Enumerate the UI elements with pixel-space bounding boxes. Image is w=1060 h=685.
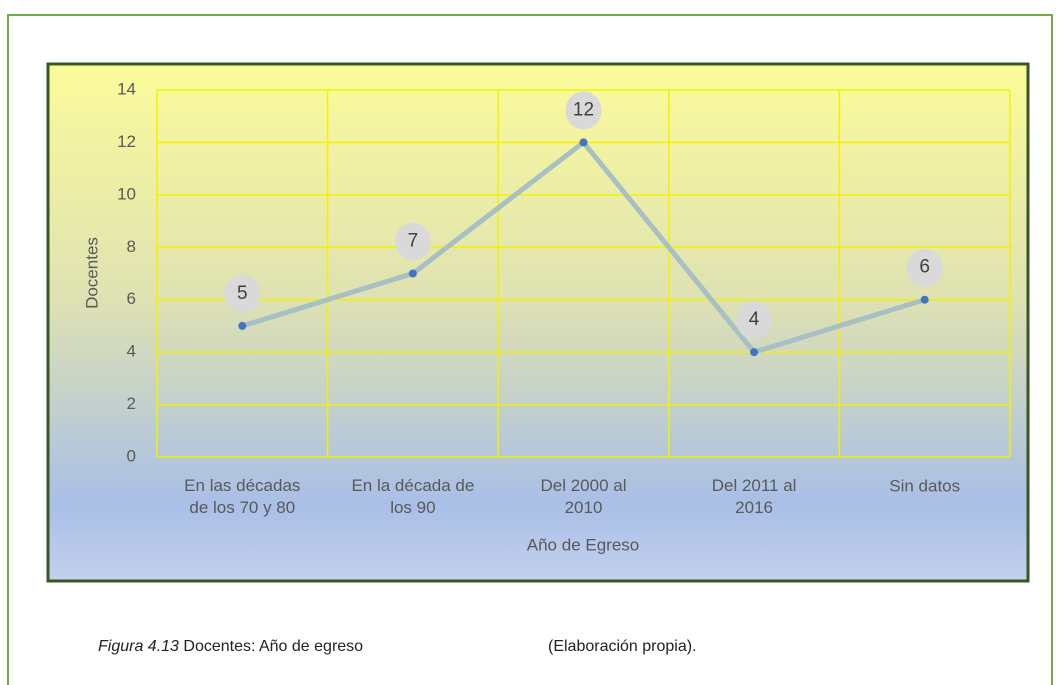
- data-label: 4: [749, 309, 760, 330]
- marker: [750, 348, 759, 357]
- x-tick-label: Sin datos: [889, 476, 960, 495]
- chart-area: [46, 62, 1030, 583]
- y-tick-label: 12: [117, 132, 136, 151]
- data-label-bubble: [736, 301, 773, 340]
- data-label-bubble: [224, 274, 261, 313]
- y-tick-label: 6: [127, 289, 136, 308]
- data-label: 6: [919, 257, 930, 278]
- x-tick-label: En la década de los 90: [351, 476, 474, 517]
- y-tick-label: 8: [127, 237, 136, 256]
- marker: [920, 295, 929, 304]
- y-tick-label: 2: [127, 394, 136, 413]
- marker: [579, 138, 588, 147]
- x-tick-label: En las décadas de los 70 y 80: [184, 476, 300, 517]
- caption-source: (Elaboración propia).: [548, 638, 697, 655]
- x-tick-label: Del 2000 al 2010: [540, 476, 626, 517]
- caption-figure: Figura 4.13: [98, 638, 179, 655]
- y-axis-label: Docentes: [82, 237, 101, 309]
- y-tick-label: 10: [117, 184, 136, 203]
- caption-text: Docentes: Año de egreso: [178, 638, 364, 655]
- data-label: 7: [408, 231, 419, 252]
- data-label: 12: [573, 99, 594, 120]
- x-tick-label: Del 2011 al 2016: [712, 476, 797, 517]
- x-axis-label: Año de Egreso: [527, 535, 639, 554]
- frame: [7, 14, 1053, 685]
- data-label-bubble: [394, 222, 431, 261]
- y-tick-label: 0: [127, 446, 136, 465]
- y-tick-label: 14: [117, 79, 136, 98]
- data-label: 5: [237, 283, 248, 304]
- marker: [408, 269, 417, 278]
- data-label-bubble: [906, 248, 943, 287]
- caption: Figura 4.13 Docentes: Año de egreso: [98, 638, 363, 656]
- marker: [238, 321, 247, 330]
- data-label-bubble: [565, 91, 602, 130]
- y-tick-label: 4: [127, 342, 136, 361]
